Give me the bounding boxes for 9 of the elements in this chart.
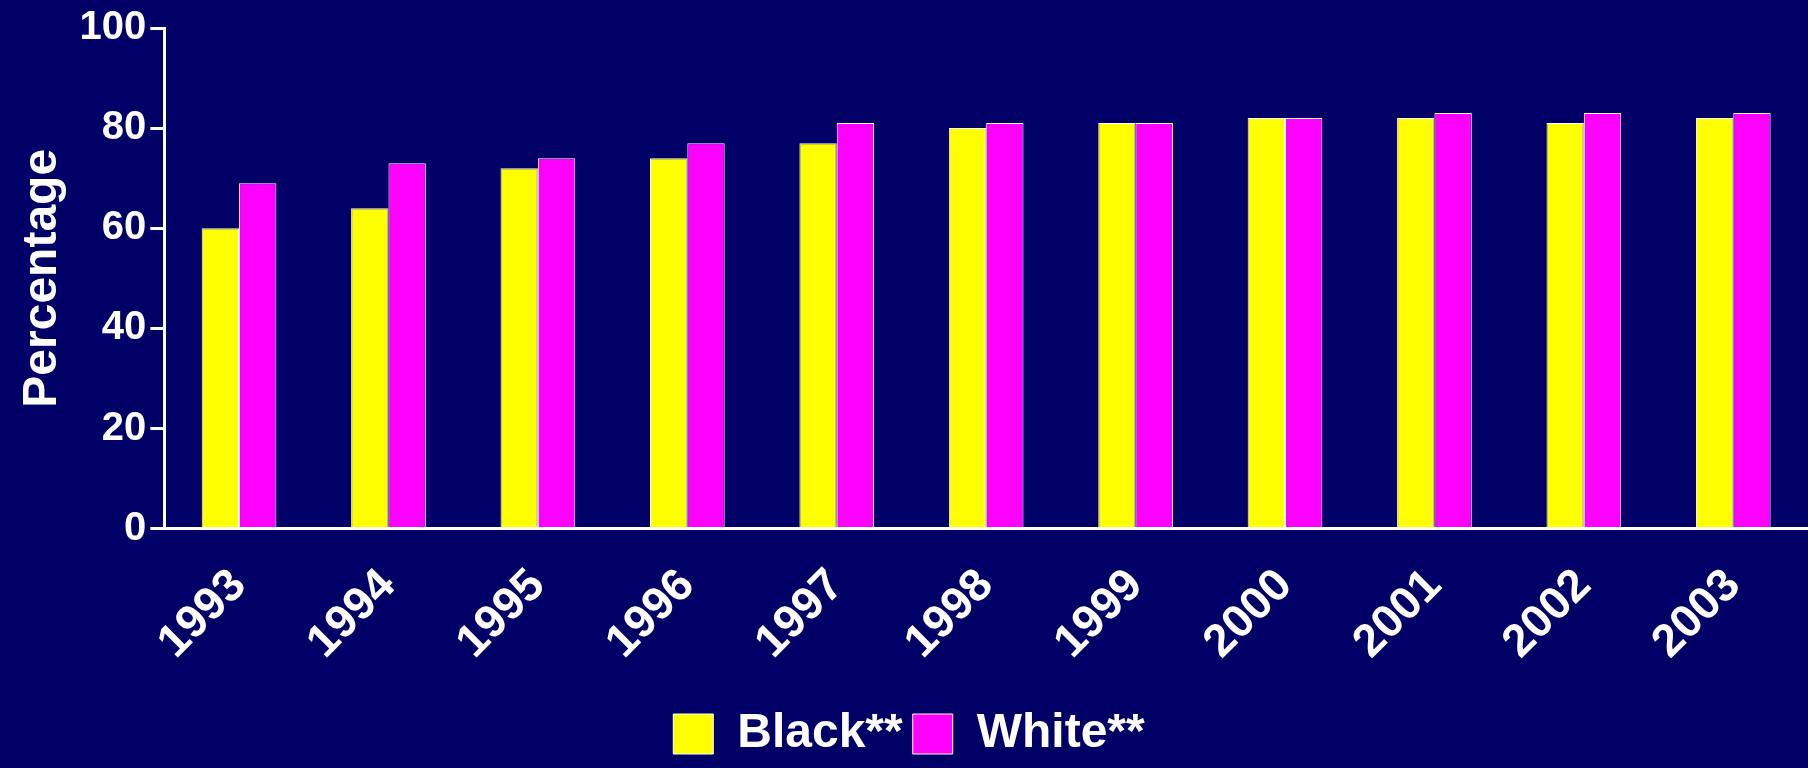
- y-tick-label: 80: [101, 103, 147, 148]
- y-tick-label: 0: [124, 503, 147, 548]
- legend-label: White**: [976, 704, 1146, 758]
- legend-label: Black**: [737, 704, 904, 758]
- y-tick-label: 40: [101, 303, 147, 348]
- y-axis-title: Percentage: [13, 148, 67, 408]
- y-tick-label: 20: [101, 403, 147, 448]
- y-tick-label: 60: [101, 203, 147, 248]
- y-tick-label: 100: [79, 3, 147, 48]
